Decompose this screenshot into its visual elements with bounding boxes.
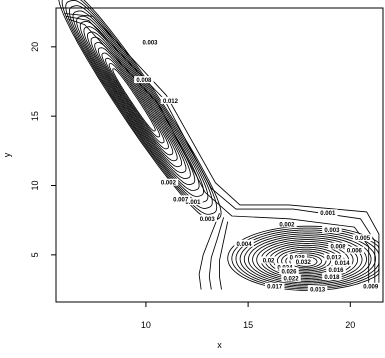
- contour-label-background: [260, 256, 277, 264]
- peak-contour: [235, 229, 380, 288]
- contour-label-background: [332, 259, 352, 267]
- ridge-contour: [112, 68, 156, 132]
- y-tick-label: 20: [30, 42, 40, 52]
- contour-level-label: 0.018: [324, 275, 340, 281]
- contour-label-background: [275, 263, 295, 271]
- peak-contour: [281, 250, 331, 272]
- contour-label-background: [324, 253, 344, 261]
- ridge-contour: [83, 26, 191, 180]
- contour-level-label: 0.002: [279, 222, 295, 228]
- contour-level-label: 0.004: [237, 242, 253, 248]
- contour-level-label: 0.013: [310, 288, 326, 294]
- ridge-contour: [58, 0, 222, 221]
- contour-label-background: [293, 257, 314, 265]
- contour-label-background: [170, 195, 191, 203]
- contour-label-background: [307, 285, 328, 293]
- valley-contour: [198, 213, 220, 290]
- ridge-contour: [65, 0, 213, 209]
- contour-label-background: [279, 267, 299, 275]
- contour-level-label: 0.001: [320, 211, 336, 217]
- contour-level-label: 0.005: [355, 236, 371, 242]
- peak-contour: [285, 252, 327, 270]
- contour-level-label: 0.012: [326, 256, 342, 262]
- contour-level-label: 0.003: [143, 41, 159, 47]
- contour-label-background: [160, 96, 181, 104]
- contour-label-background: [264, 282, 285, 290]
- y-axis-label: y: [2, 152, 12, 157]
- contour-level-label: 0.006: [347, 249, 363, 255]
- contour-level-label: 0.009: [363, 285, 379, 291]
- contour-label-background: [328, 242, 348, 250]
- y-tick-label: 5: [30, 252, 40, 257]
- contour-label-background: [326, 266, 346, 274]
- peak-contour: [243, 233, 372, 285]
- ridge-contour: [97, 47, 174, 156]
- contour-level-label: 0.012: [163, 99, 179, 105]
- ridge-contour: [108, 63, 161, 138]
- contour-lines: [58, 0, 380, 291]
- contour-level-label: 0.032: [296, 260, 312, 266]
- contour-level-label: 0.003: [200, 217, 216, 223]
- contour-level-label: 0.008: [136, 78, 152, 84]
- plot-frame: [55, 7, 384, 303]
- contour-label-background: [352, 234, 373, 242]
- contour-level-label: 0.02: [263, 258, 275, 264]
- valley-contour: [219, 221, 229, 290]
- contour-level-label: 0.026: [281, 269, 297, 275]
- ridge-contour: [68, 5, 209, 203]
- y-axis: 5 10 15 20: [30, 42, 56, 257]
- contour-label-background: [281, 274, 301, 282]
- peak-contour: [239, 231, 377, 287]
- contour-label-background: [360, 282, 381, 290]
- x-tick-label: 20: [345, 320, 355, 330]
- ridge-contour: [61, 0, 218, 215]
- contour-label-background: [134, 76, 154, 84]
- contour-level-label: 0.022: [284, 276, 300, 282]
- contour-level-label: 0.016: [328, 268, 344, 274]
- peak-contour: [231, 227, 380, 290]
- contour-label-background: [140, 38, 160, 46]
- contour-label-background: [183, 198, 203, 206]
- contour-level-label: 0.003: [324, 228, 340, 234]
- contour-label-background: [322, 225, 342, 233]
- y-tick-label: 15: [30, 111, 40, 121]
- peak-contour: [276, 248, 336, 273]
- ridge-contour: [101, 52, 169, 150]
- ridge-contour: [87, 31, 187, 174]
- x-tick-label: 15: [243, 320, 253, 330]
- peak-contour: [289, 254, 322, 269]
- ridge-contour: [76, 15, 200, 191]
- ridge-contour: [90, 36, 183, 168]
- contour-level-label: 0.017: [267, 285, 283, 291]
- contour-label-background: [277, 220, 297, 228]
- contour-level-label: 0.007: [173, 197, 189, 203]
- x-tick-label: 10: [141, 320, 151, 330]
- x-axis: 10 15 20: [141, 302, 355, 330]
- contour-label-background: [318, 209, 338, 217]
- ridge-contour: [79, 20, 196, 186]
- ridge-contour: [72, 10, 204, 197]
- contour-level-label: 0.008: [331, 245, 347, 251]
- contour-label-background: [158, 178, 179, 186]
- contour-label-background: [287, 253, 307, 261]
- contour-label-background: [197, 214, 217, 222]
- x-axis-label: x: [217, 340, 222, 350]
- valley-contour: [208, 217, 225, 290]
- ridge-contour: [105, 57, 165, 144]
- y-tick-label: 10: [30, 181, 40, 191]
- peak-contour: [227, 225, 380, 291]
- contour-level-label: 0.014: [335, 261, 351, 267]
- contour-level-label: 0.002: [161, 181, 177, 187]
- ridge-contour: [94, 42, 178, 162]
- contour-label-background: [344, 246, 365, 254]
- contour-level-label: 0.001: [185, 200, 201, 206]
- contour-label-background: [234, 239, 254, 247]
- contour-label-background: [322, 273, 342, 281]
